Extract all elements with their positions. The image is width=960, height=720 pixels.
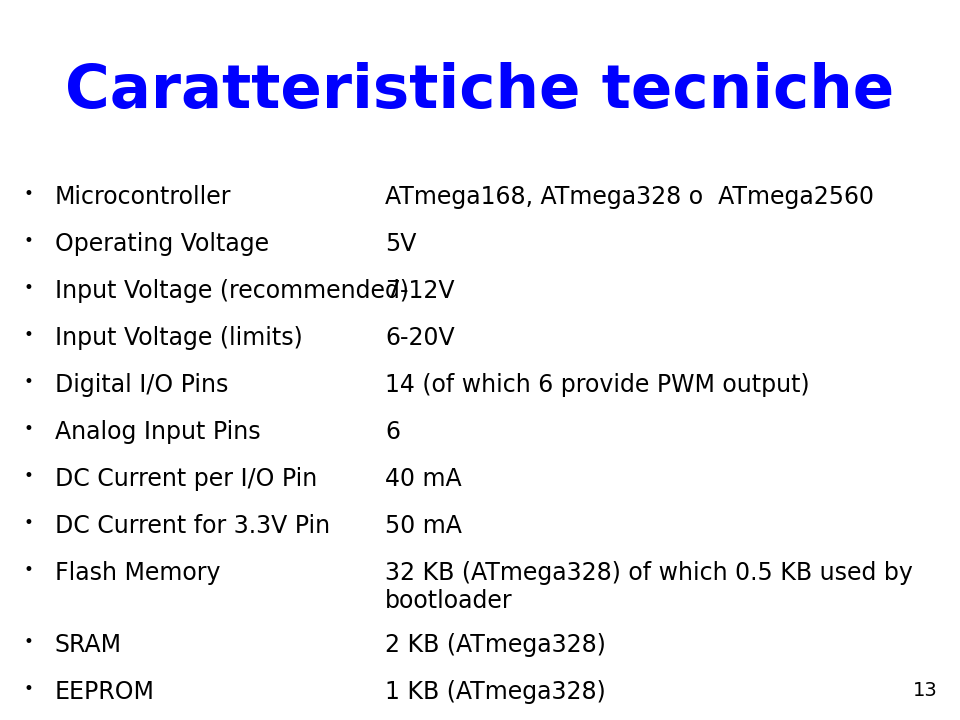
Text: •: • [23, 633, 33, 651]
Text: •: • [23, 185, 33, 203]
Text: •: • [23, 326, 33, 344]
Text: EEPROM: EEPROM [55, 680, 155, 704]
Text: •: • [23, 279, 33, 297]
Text: •: • [23, 420, 33, 438]
Text: 14 (of which 6 provide PWM output): 14 (of which 6 provide PWM output) [385, 373, 809, 397]
Text: Digital I/O Pins: Digital I/O Pins [55, 373, 228, 397]
Text: Input Voltage (limits): Input Voltage (limits) [55, 326, 302, 350]
Text: DC Current for 3.3V Pin: DC Current for 3.3V Pin [55, 514, 330, 538]
Text: Microcontroller: Microcontroller [55, 185, 231, 209]
Text: 32 KB (ATmega328) of which 0.5 KB used by
bootloader: 32 KB (ATmega328) of which 0.5 KB used b… [385, 561, 913, 613]
Text: 50 mA: 50 mA [385, 514, 462, 538]
Text: •: • [23, 561, 33, 579]
Text: 13: 13 [913, 681, 938, 700]
Text: Flash Memory: Flash Memory [55, 561, 221, 585]
Text: 6-20V: 6-20V [385, 326, 455, 350]
Text: •: • [23, 373, 33, 391]
Text: Caratteristiche tecniche: Caratteristiche tecniche [65, 62, 895, 121]
Text: 6: 6 [385, 420, 400, 444]
Text: Input Voltage (recommended): Input Voltage (recommended) [55, 279, 409, 303]
Text: Analog Input Pins: Analog Input Pins [55, 420, 260, 444]
Text: •: • [23, 514, 33, 532]
Text: 5V: 5V [385, 232, 417, 256]
Text: 1 KB (ATmega328): 1 KB (ATmega328) [385, 680, 606, 704]
Text: •: • [23, 232, 33, 250]
Text: •: • [23, 467, 33, 485]
Text: •: • [23, 680, 33, 698]
Text: 7-12V: 7-12V [385, 279, 454, 303]
Text: 2 KB (ATmega328): 2 KB (ATmega328) [385, 633, 606, 657]
Text: 40 mA: 40 mA [385, 467, 462, 491]
Text: DC Current per I/O Pin: DC Current per I/O Pin [55, 467, 317, 491]
Text: ATmega168, ATmega328 o  ATmega2560: ATmega168, ATmega328 o ATmega2560 [385, 185, 874, 209]
Text: SRAM: SRAM [55, 633, 122, 657]
Text: Operating Voltage: Operating Voltage [55, 232, 269, 256]
